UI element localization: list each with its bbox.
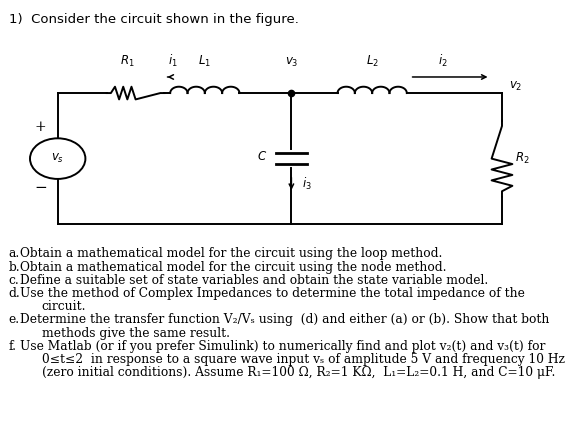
Text: d.: d. <box>9 287 20 300</box>
Text: $C$: $C$ <box>257 150 267 163</box>
Text: Obtain a mathematical model for the circuit using the loop method.: Obtain a mathematical model for the circ… <box>20 247 443 261</box>
Text: f.: f. <box>9 340 17 353</box>
Text: −: − <box>34 181 47 195</box>
Text: a.: a. <box>9 247 20 261</box>
Text: Use the method of Complex Impedances to determine the total impedance of the: Use the method of Complex Impedances to … <box>20 287 525 300</box>
Text: $v_3$: $v_3$ <box>284 55 298 69</box>
Text: $L_1$: $L_1$ <box>198 53 211 69</box>
Text: c.: c. <box>9 274 20 287</box>
Text: 0≤t≤2  in response to a square wave input vₛ of amplitude 5 V and frequency 10 H: 0≤t≤2 in response to a square wave input… <box>42 353 564 366</box>
Text: Use Matlab (or if you prefer Simulink) to numerically find and plot v₂(t) and v₃: Use Matlab (or if you prefer Simulink) t… <box>20 340 546 353</box>
Text: b.: b. <box>9 261 20 274</box>
Text: Define a suitable set of state variables and obtain the state variable model.: Define a suitable set of state variables… <box>20 274 489 287</box>
Text: methods give the same result.: methods give the same result. <box>42 327 230 340</box>
Text: circuit.: circuit. <box>42 300 86 313</box>
Text: $i_2$: $i_2$ <box>438 52 448 69</box>
Text: $R_1$: $R_1$ <box>119 53 134 69</box>
Text: $v_2$: $v_2$ <box>509 80 522 93</box>
Text: $i_3$: $i_3$ <box>302 176 312 192</box>
Text: 1)  Consider the circuit shown in the figure.: 1) Consider the circuit shown in the fig… <box>9 13 298 26</box>
Text: +: + <box>35 120 46 134</box>
Text: $R_2$: $R_2$ <box>515 151 529 166</box>
Text: $i_1$: $i_1$ <box>168 52 178 69</box>
Text: e.: e. <box>9 313 20 327</box>
Text: $L_2$: $L_2$ <box>366 53 379 69</box>
Text: $v_s$: $v_s$ <box>51 152 64 165</box>
Text: (zero initial conditions). Assume R₁=100 Ω, R₂=1 KΩ,  L₁=L₂=0.1 H, and C=10 μF.: (zero initial conditions). Assume R₁=100… <box>42 366 555 379</box>
Text: Obtain a mathematical model for the circuit using the node method.: Obtain a mathematical model for the circ… <box>20 261 447 274</box>
Text: Determine the transfer function V₂/Vₛ using  (d) and either (a) or (b). Show tha: Determine the transfer function V₂/Vₛ us… <box>20 313 549 327</box>
